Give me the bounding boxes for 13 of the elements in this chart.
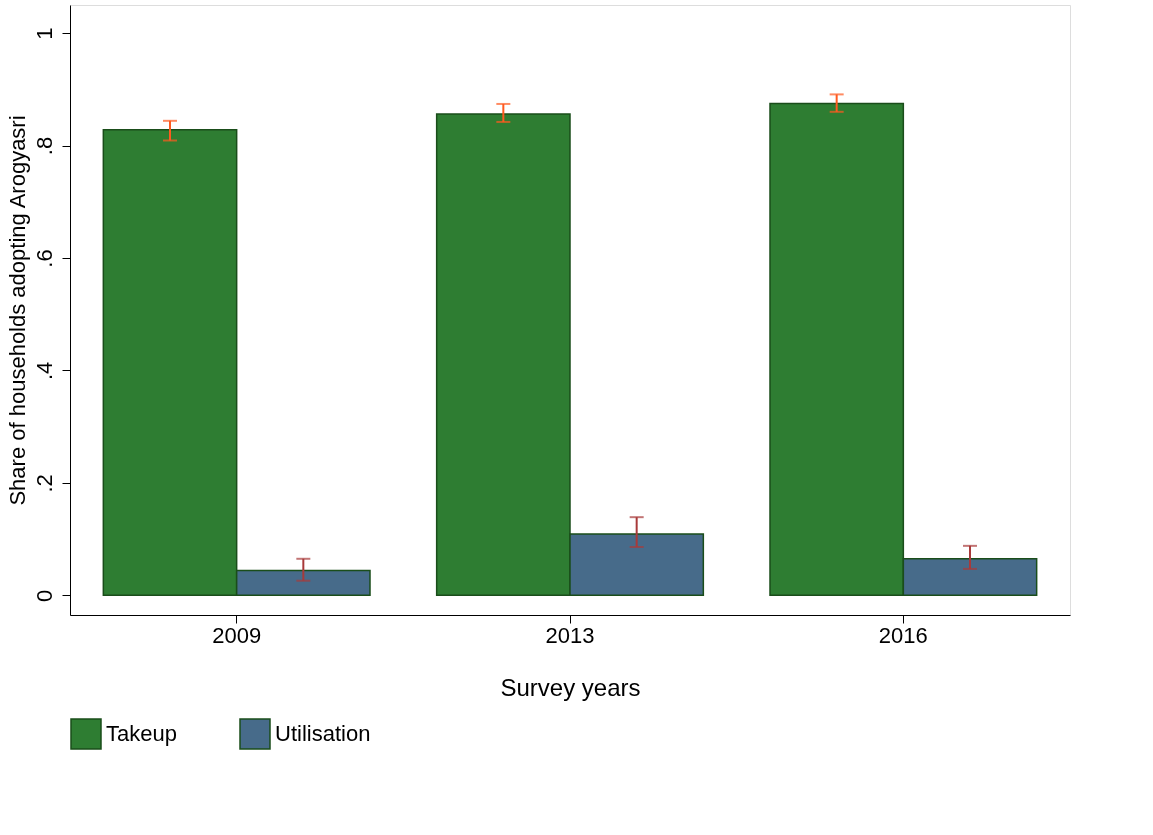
y-tick-label: .2 bbox=[31, 474, 57, 493]
y-axis-title: Share of households adopting Arogyasri bbox=[4, 115, 30, 506]
x-tick-label: 2009 bbox=[212, 622, 262, 648]
y-tick-label: 1 bbox=[31, 27, 57, 40]
legend-label: Utilisation bbox=[275, 721, 371, 746]
legend-label: Takeup bbox=[106, 721, 177, 746]
x-tick-label: 2016 bbox=[878, 622, 928, 648]
y-tick-label: .6 bbox=[31, 249, 57, 268]
y-tick-label: .4 bbox=[31, 361, 57, 381]
y-tick-label: 0 bbox=[31, 589, 57, 602]
x-tick-label: 2013 bbox=[545, 622, 595, 648]
y-tick-label: .8 bbox=[31, 136, 57, 156]
x-axis-title: Survey years bbox=[500, 673, 641, 701]
